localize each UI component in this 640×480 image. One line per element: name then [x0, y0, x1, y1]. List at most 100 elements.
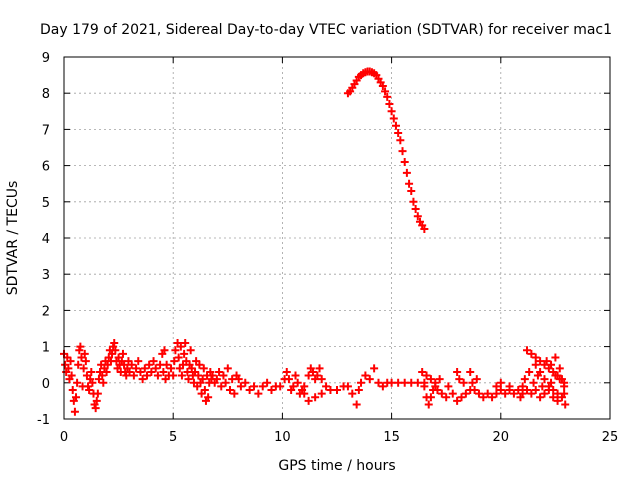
data-point-mid-band [348, 389, 357, 398]
data-point-high-arc [378, 81, 387, 90]
data-point-late-arc [560, 378, 569, 387]
data-point-mid-band [435, 375, 444, 384]
data-point-mid-band [483, 389, 492, 398]
data-point-mid-band [250, 382, 259, 391]
data-point-early-scatter [151, 364, 160, 373]
y-tick-label: -1 [37, 413, 50, 428]
data-point-early-scatter [73, 378, 82, 387]
data-point-early-scatter [99, 378, 108, 387]
y-tick-label: 6 [42, 160, 50, 175]
data-point-early-scatter [204, 393, 213, 402]
data-point-early-scatter [74, 360, 83, 369]
data-point-late-arc [549, 386, 558, 395]
data-point-mid-band [267, 386, 276, 395]
data-point-mid-band [496, 378, 505, 387]
y-tick-label: 1 [42, 341, 50, 356]
chart-title: Day 179 of 2021, Sidereal Day-to-day VTE… [40, 22, 612, 38]
data-point-mid-band [453, 367, 462, 376]
data-point-early-scatter [223, 364, 232, 373]
data-point-mid-band [426, 375, 435, 384]
data-point-mid-band [352, 400, 361, 409]
data-point-early-scatter [198, 375, 207, 384]
data-point-mid-band [304, 371, 313, 380]
data-point-early-scatter [160, 346, 169, 355]
data-point-early-scatter [134, 357, 143, 366]
data-point-mid-band [437, 389, 446, 398]
x-tick-label: 15 [383, 430, 400, 445]
data-point-mid-band [514, 386, 523, 395]
data-point-mid-band [527, 389, 536, 398]
data-point-late-arc [553, 371, 562, 380]
data-point-high-arc [389, 114, 398, 123]
data-point-mid-band [374, 378, 383, 387]
data-point-early-scatter [98, 371, 107, 380]
data-point-early-scatter [169, 371, 178, 380]
data-point-late-arc [553, 389, 562, 398]
data-point-early-scatter [149, 357, 158, 366]
data-point-late-arc [547, 360, 556, 369]
data-point-mid-band [418, 367, 427, 376]
data-point-late-arc [551, 353, 560, 362]
y-tick-label: 0 [42, 377, 50, 392]
data-point-early-scatter [145, 360, 154, 369]
data-point-early-scatter [127, 360, 136, 369]
plot-frame [63, 56, 611, 420]
data-point-early-scatter [142, 371, 151, 380]
data-point-mid-band [516, 393, 525, 402]
data-point-early-scatter [72, 393, 81, 402]
data-point-mid-band [282, 367, 291, 376]
data-point-early-scatter [170, 357, 179, 366]
data-point-mid-band [457, 393, 466, 402]
data-point-early-scatter [66, 357, 75, 366]
data-point-early-scatter [221, 378, 230, 387]
data-point-mid-band [455, 375, 464, 384]
data-point-high-arc [391, 121, 400, 130]
data-point-high-arc [398, 147, 407, 156]
data-point-mid-band [453, 396, 462, 405]
data-point-mid-band [293, 378, 302, 387]
data-point-high-arc [405, 179, 414, 188]
data-point-mid-band [536, 393, 545, 402]
data-point-mid-band [431, 378, 440, 387]
data-point-early-scatter [138, 375, 147, 384]
data-point-early-scatter [147, 367, 156, 376]
data-point-mid-band [254, 389, 263, 398]
y-axis-label: SDTVAR / TECUs [5, 181, 21, 296]
data-point-late-arc [542, 357, 551, 366]
data-point-early-scatter [208, 371, 217, 380]
y-tick-label: 9 [42, 51, 50, 66]
data-point-mid-band [466, 367, 475, 376]
data-point-mid-band [553, 396, 562, 405]
x-tick-label: 5 [169, 430, 177, 445]
data-point-early-scatter [110, 338, 119, 347]
data-point-mid-band [357, 378, 366, 387]
data-point-early-scatter [125, 367, 134, 376]
x-tick-label: 0 [60, 430, 68, 445]
data-point-early-scatter [67, 371, 76, 380]
data-point-mid-band [426, 393, 435, 402]
data-point-mid-band [236, 382, 245, 391]
data-point-mid-band [479, 393, 488, 402]
data-point-early-scatter [167, 364, 176, 373]
x-tick-label: 10 [274, 430, 291, 445]
data-point-mid-band [263, 378, 272, 387]
data-point-high-arc [381, 87, 390, 96]
data-point-early-scatter [212, 375, 221, 384]
data-point-early-scatter [136, 367, 145, 376]
data-point-early-scatter [199, 364, 208, 373]
data-point-early-scatter [176, 342, 185, 351]
data-point-mid-band [505, 382, 514, 391]
y-tick-label: 5 [42, 196, 50, 211]
data-point-mid-band [291, 371, 300, 380]
data-point-late-arc [555, 364, 564, 373]
ticks: 0 5 10 15 20 25 -1 0 1 2 3 4 5 6 7 8 9 [37, 51, 618, 445]
data-point-early-scatter [230, 389, 239, 398]
y-tick-label: 4 [42, 232, 50, 247]
data-point-early-scatter [64, 364, 73, 373]
data-point-early-scatter [140, 364, 149, 373]
data-point-mid-band [496, 386, 505, 395]
data-point-early-scatter [92, 396, 101, 405]
data-point-mid-band [492, 382, 501, 391]
data-point-early-scatter [88, 378, 97, 387]
data-point-late-arc [544, 382, 553, 391]
